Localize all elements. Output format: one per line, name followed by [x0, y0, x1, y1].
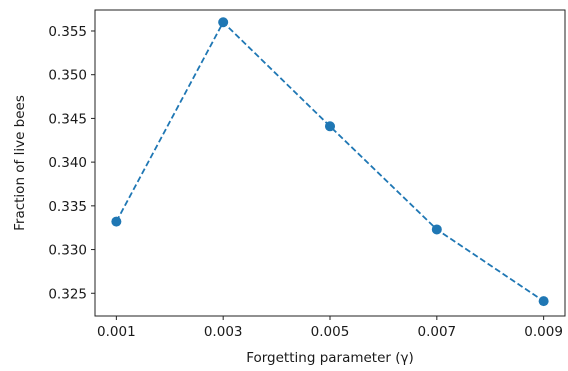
y-ticks: 0.325 0.330 0.335 0.340 0.345 0.350 0.355	[48, 24, 95, 302]
y-tick-label: 0.340	[48, 155, 87, 171]
x-tick-label: 0.007	[417, 324, 456, 340]
series-layer	[115, 20, 545, 302]
data-point	[538, 296, 549, 307]
y-tick-label: 0.335	[48, 199, 87, 215]
data-point	[111, 216, 122, 227]
plot-frame	[94, 9, 566, 317]
y-tick-label: 0.325	[48, 286, 87, 302]
y-tick-label: 0.350	[48, 68, 87, 84]
y-tick-label: 0.345	[48, 111, 87, 127]
y-tick-label: 0.355	[48, 24, 87, 40]
x-tick-label: 0.009	[524, 324, 563, 340]
data-point	[218, 17, 229, 28]
data-point	[431, 224, 442, 235]
x-tick-label: 0.003	[204, 324, 243, 340]
x-ticks: 0.001 0.003 0.005 0.007 0.009	[97, 316, 563, 340]
x-axis-title: Forgetting parameter (γ)	[246, 350, 414, 366]
marker-layer	[111, 17, 549, 307]
data-point	[325, 121, 335, 132]
x-tick-label: 0.001	[97, 324, 136, 340]
y-axis-title: Fraction of live bees	[12, 95, 28, 231]
x-tick-label: 0.005	[311, 324, 350, 340]
y-tick-label: 0.330	[48, 243, 87, 259]
series-line	[115, 20, 545, 302]
